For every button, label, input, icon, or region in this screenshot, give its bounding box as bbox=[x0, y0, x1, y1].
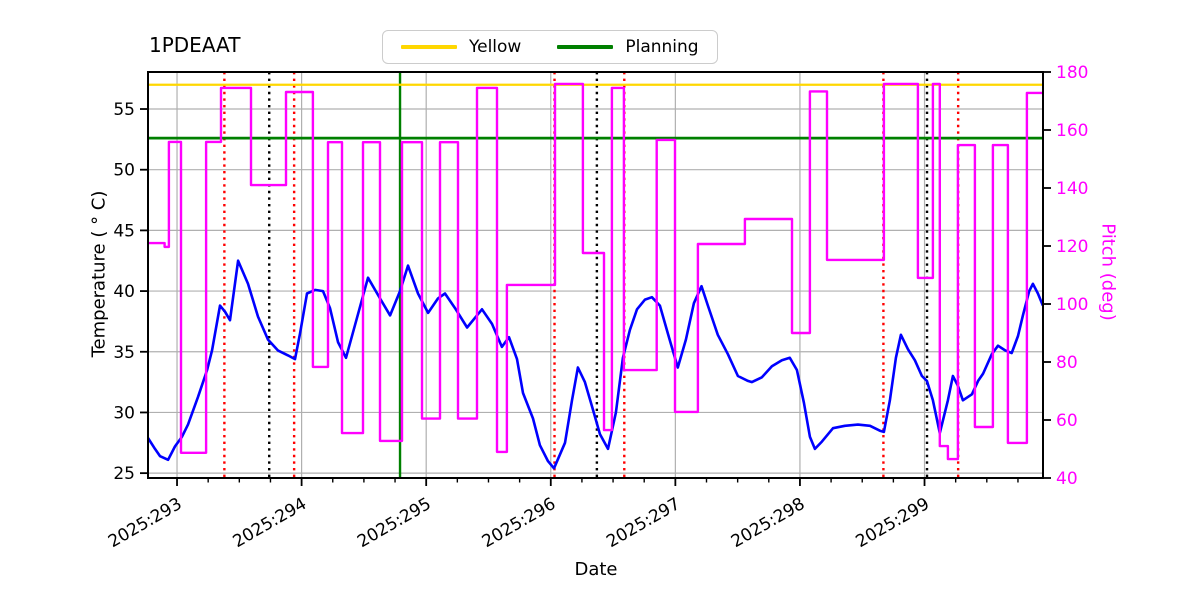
planning-line-swatch bbox=[557, 45, 614, 49]
temperature-series bbox=[148, 259, 1043, 470]
y-right-tick-label: 120 bbox=[1056, 237, 1088, 257]
x-axis-label: Date bbox=[574, 559, 618, 580]
x-tick-label: 2025:298 bbox=[728, 494, 809, 552]
pitch-curve bbox=[148, 82, 1043, 461]
y-left-tick-label: 45 bbox=[113, 221, 135, 241]
legend-label-yellow: Yellow bbox=[469, 37, 522, 57]
gridlines bbox=[148, 72, 1043, 478]
x-tick-label: 2025:297 bbox=[603, 494, 684, 552]
spines bbox=[147, 71, 1044, 479]
y-left-tick-label: 55 bbox=[113, 100, 135, 120]
y-left-tick-label: 50 bbox=[113, 161, 135, 181]
x-tick-label: 2025:299 bbox=[852, 494, 933, 552]
y-left-tick-label: 35 bbox=[113, 343, 135, 363]
x-tick-label: 2025:295 bbox=[354, 494, 435, 552]
y-right-tick-label: 60 bbox=[1056, 411, 1078, 431]
yellow-line-swatch bbox=[401, 45, 457, 49]
y-left-tick-label: 30 bbox=[113, 403, 135, 423]
limit-lines bbox=[148, 83, 1043, 140]
temperature-curve bbox=[148, 259, 1043, 470]
y-left-tick-label: 40 bbox=[113, 282, 135, 302]
y-axis-label-left: Temperature ( ° C) bbox=[88, 190, 110, 358]
y-right-tick-label: 100 bbox=[1056, 295, 1088, 315]
y-right-tick-label: 40 bbox=[1056, 469, 1078, 489]
y-left-tick-label: 25 bbox=[113, 464, 135, 484]
legend-label-planning: Planning bbox=[625, 37, 699, 57]
legend-item-yellow: Yellow bbox=[401, 37, 521, 57]
y-axis-label-right: Pitch (deg) bbox=[1097, 223, 1119, 321]
vertical-marker-lines bbox=[223, 72, 960, 478]
y-right-tick-label: 140 bbox=[1056, 179, 1088, 199]
legend-item-planning: Planning bbox=[557, 37, 699, 57]
x-tick-label: 2025:293 bbox=[105, 494, 186, 552]
y-right-tick-label: 80 bbox=[1056, 353, 1078, 373]
legend: Yellow Planning bbox=[382, 30, 718, 64]
x-tick-label: 2025:294 bbox=[230, 494, 311, 552]
y-right-tick-label: 160 bbox=[1056, 121, 1088, 141]
y-right-tick-label: 180 bbox=[1056, 63, 1088, 83]
chart-title: 1PDEAAT bbox=[149, 33, 241, 57]
x-tick-label: 2025:296 bbox=[479, 494, 560, 552]
pitch-series bbox=[148, 82, 1043, 461]
